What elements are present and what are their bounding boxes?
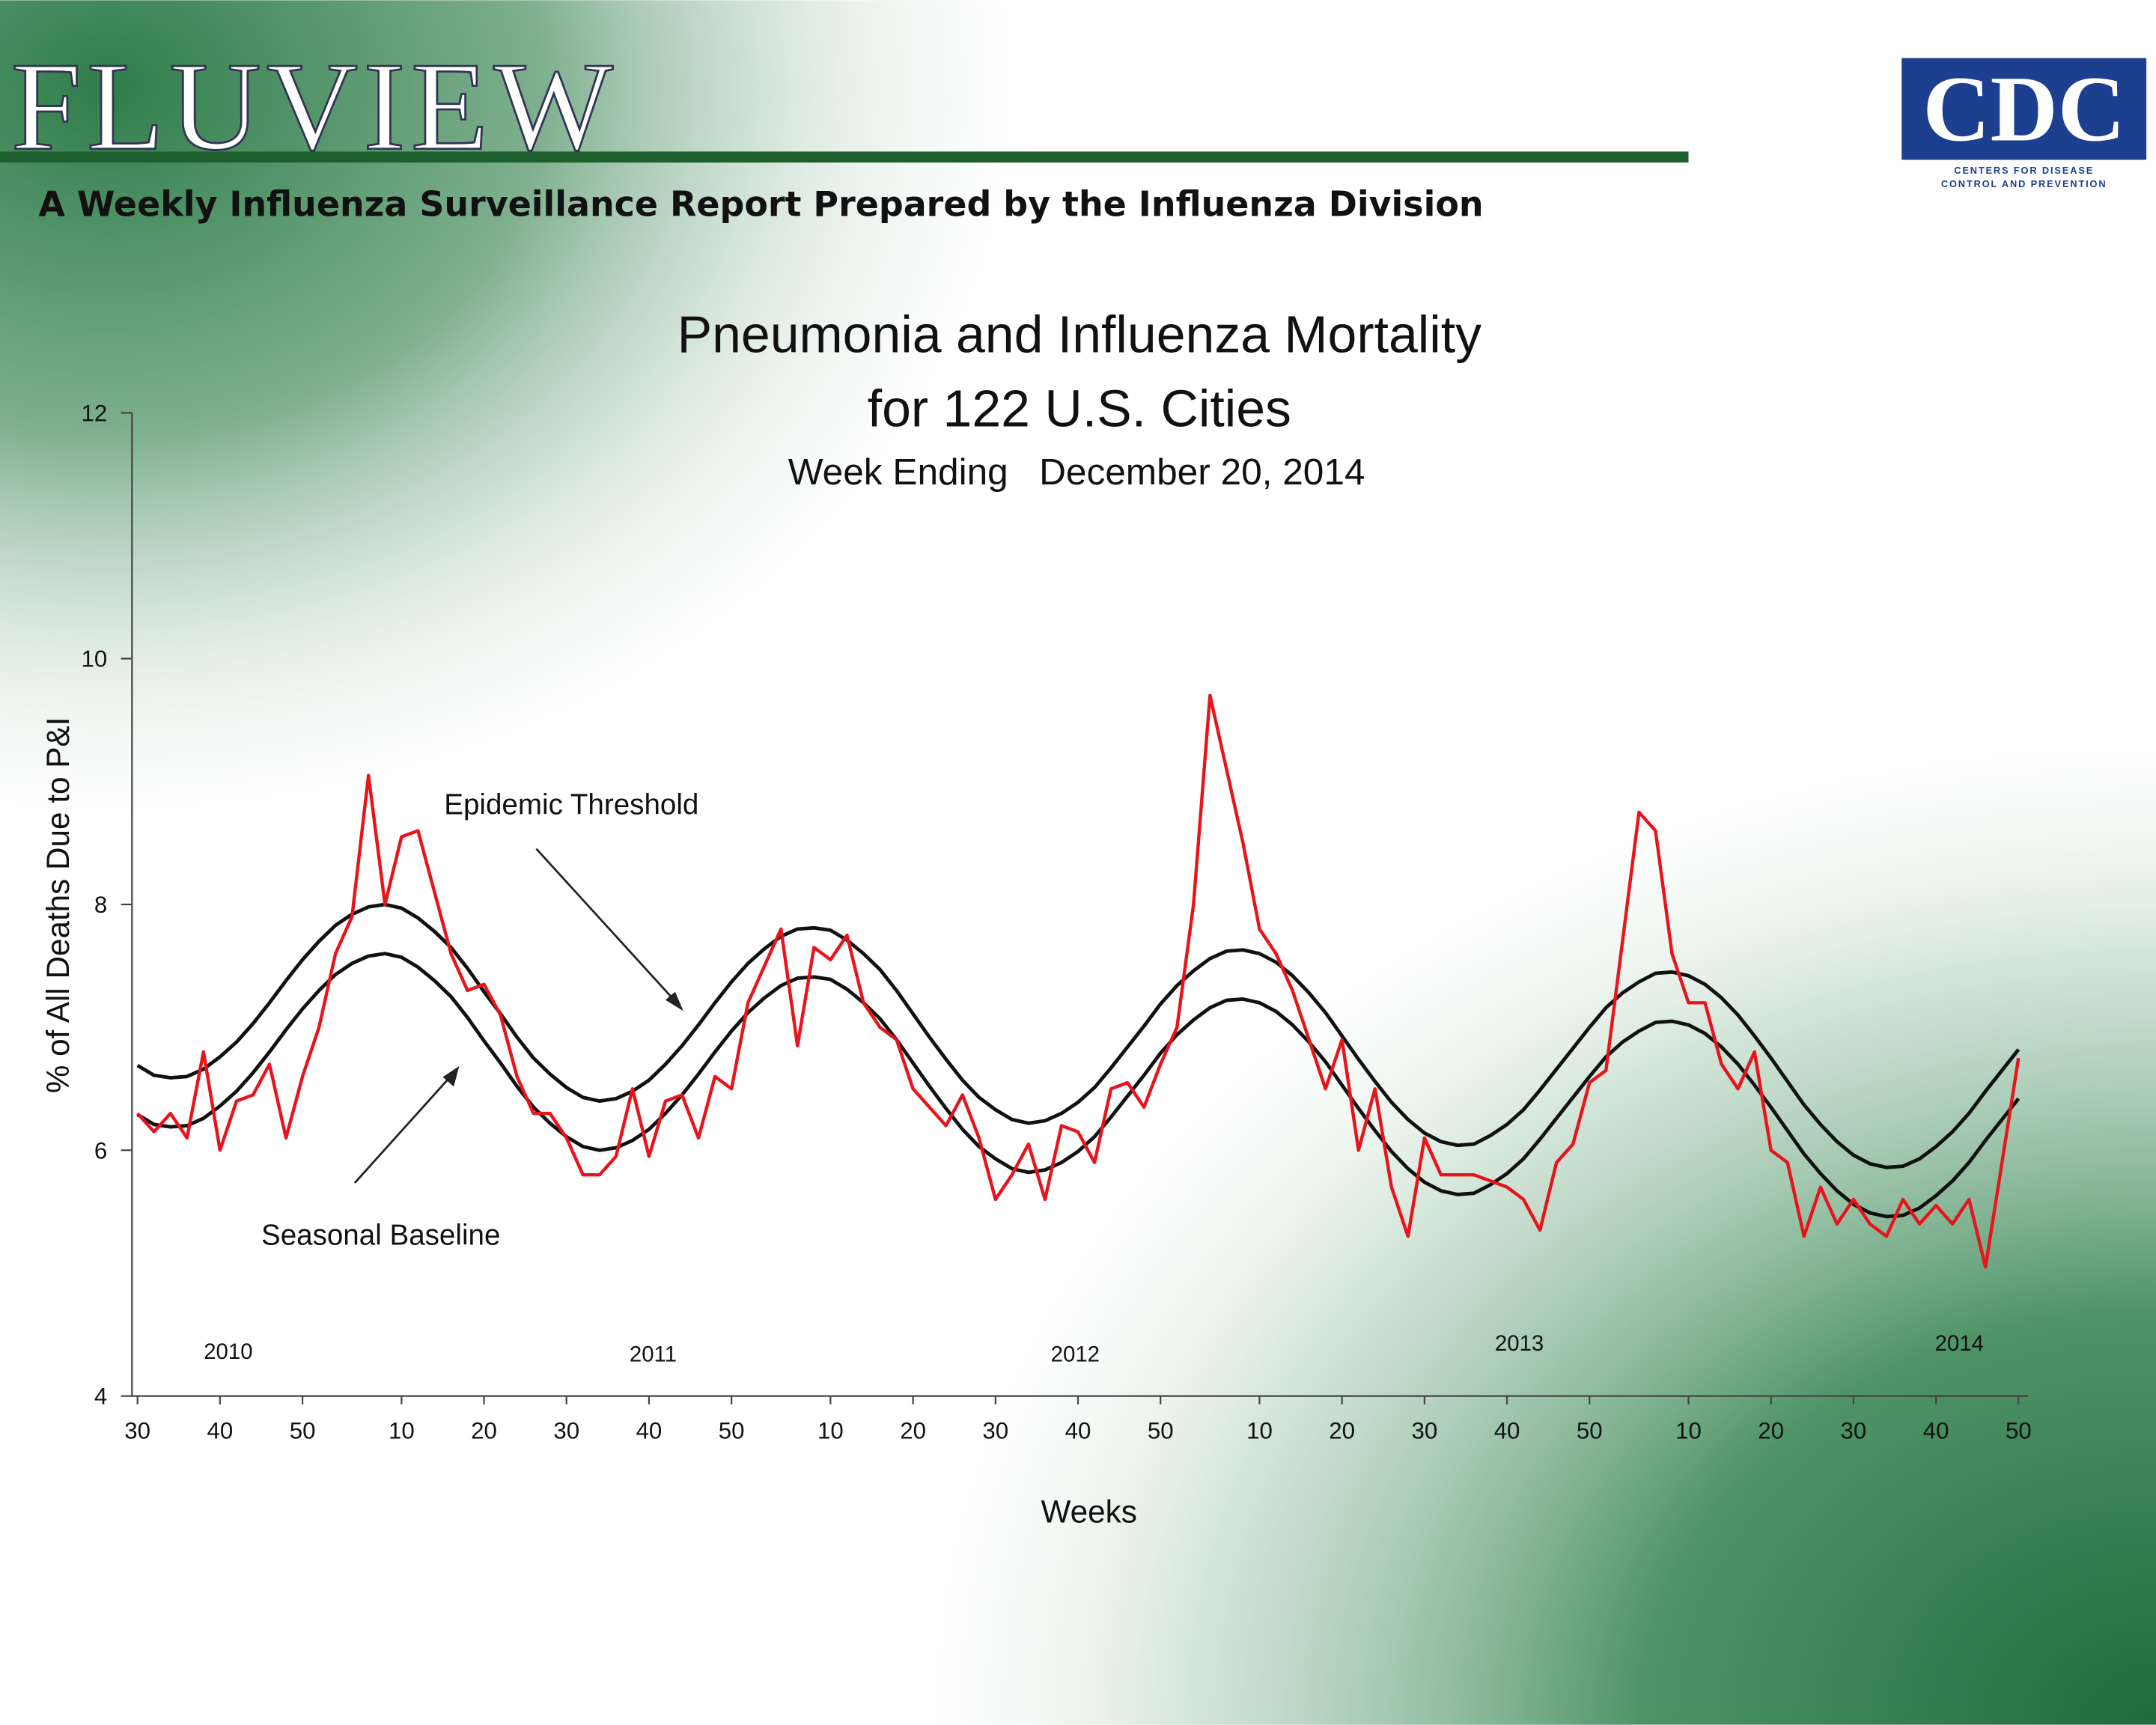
chart-title: for 122 U.S. Cities: [868, 380, 1291, 438]
y-tick-label: 6: [94, 1137, 107, 1163]
chart-title: Pneumonia and Influenza Mortality: [677, 305, 1482, 364]
x-tick-label: 30: [553, 1418, 579, 1444]
header-bar: [0, 151, 1689, 163]
arrow-head: [442, 1065, 460, 1087]
x-tick-label: 40: [1065, 1418, 1091, 1444]
x-tick-label: 10: [817, 1418, 844, 1444]
annotation: Epidemic Threshold: [444, 789, 698, 821]
chart-subtitle: Week Ending December 20, 2014: [788, 451, 1365, 493]
y-tick-label: 12: [82, 400, 108, 426]
x-tick-label: 20: [1329, 1418, 1355, 1444]
x-tick-label: 30: [1411, 1418, 1437, 1444]
agency-name: CENTERS FOR DISEASE: [1954, 165, 2094, 176]
x-tick-label: 20: [1758, 1418, 1784, 1444]
x-tick-label: 20: [900, 1418, 926, 1444]
logo: FLUVIEW: [11, 36, 619, 177]
x-axis-label: Weeks: [1041, 1494, 1137, 1530]
x-tick-label: 50: [1577, 1418, 1603, 1444]
x-tick-label: 50: [1148, 1418, 1174, 1444]
x-tick-label: 50: [290, 1418, 316, 1444]
x-tick-label: 50: [2006, 1418, 2032, 1444]
series-line: [136, 693, 2021, 1269]
agency-name: CONTROL AND PREVENTION: [1941, 178, 2107, 189]
year-label: 2012: [1051, 1342, 1100, 1367]
tagline: A Weekly Influenza Surveillance Report P…: [38, 184, 1483, 225]
x-tick-label: 30: [124, 1418, 150, 1444]
year-label: 2011: [630, 1342, 677, 1367]
y-axis-label: % of All Deaths Due to P&I: [40, 717, 76, 1093]
x-tick-label: 50: [719, 1418, 745, 1444]
x-tick-label: 10: [1246, 1418, 1273, 1444]
x-tick-label: 40: [1923, 1418, 1949, 1444]
x-tick-label: 30: [982, 1418, 1008, 1444]
agency-logo: CDC: [1922, 58, 2125, 162]
annotation-arrow: [535, 848, 679, 1006]
x-tick-label: 10: [1675, 1418, 1702, 1444]
x-tick-label: 20: [471, 1418, 497, 1444]
x-tick-label: 10: [389, 1418, 415, 1444]
x-tick-label: 30: [1841, 1418, 1867, 1444]
y-tick-label: 4: [94, 1384, 107, 1410]
y-tick-label: 8: [94, 892, 107, 918]
annotation: Seasonal Baseline: [261, 1220, 500, 1252]
year-label: 2014: [1935, 1331, 1984, 1356]
x-tick-label: 40: [1494, 1418, 1520, 1444]
year-label: 2013: [1495, 1331, 1544, 1356]
annotation-arrow: [353, 1072, 455, 1184]
x-tick-label: 40: [636, 1418, 663, 1444]
x-tick-label: 40: [207, 1418, 234, 1444]
y-tick-label: 10: [82, 646, 108, 672]
year-label: 2010: [204, 1339, 252, 1364]
series-line: [136, 952, 2021, 1219]
agency-logo-fill: [1901, 58, 2147, 160]
arrow-head: [665, 991, 683, 1011]
